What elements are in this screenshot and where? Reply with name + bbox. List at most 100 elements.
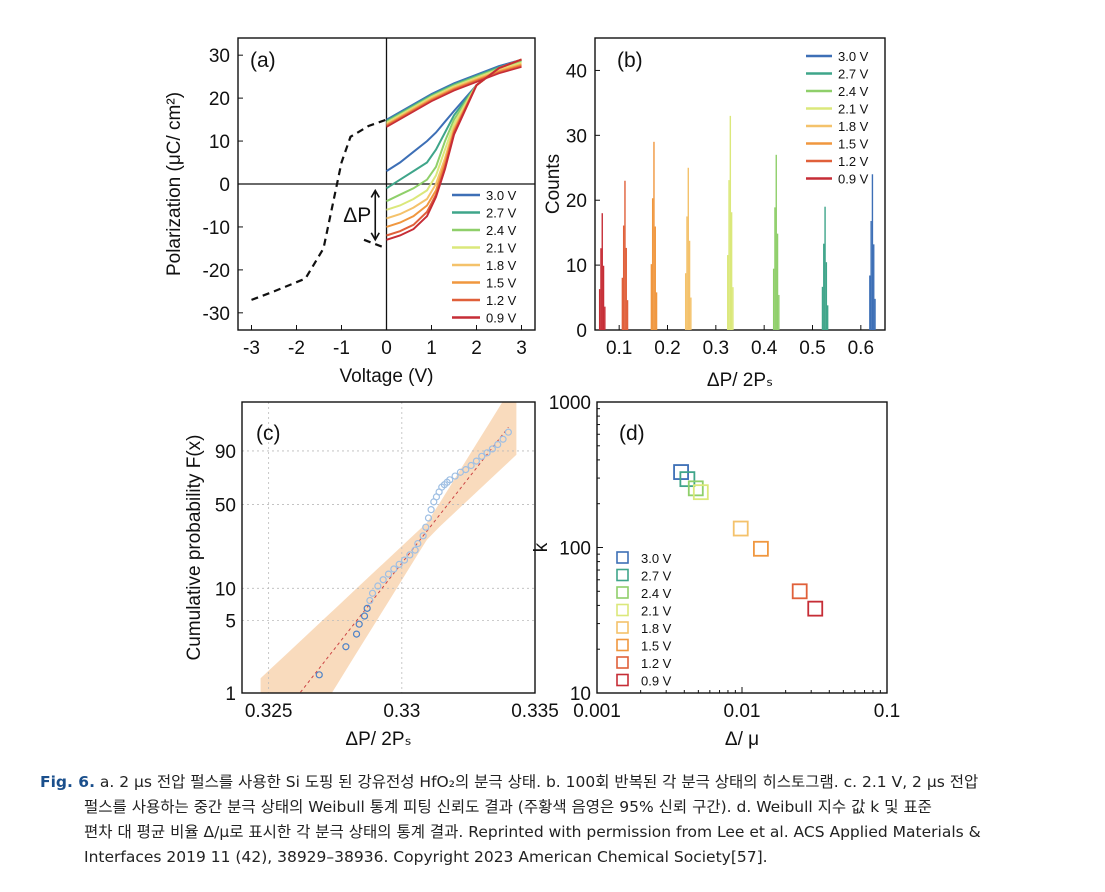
panel-b-bar-4 — [729, 115, 732, 330]
panel-a-ytick-label: -10 — [203, 218, 230, 239]
panel-d-xlabel: Δ/ μ — [725, 729, 759, 750]
panel-b-bar-2 — [826, 305, 829, 330]
panel-a-legend-label: 1.5 V — [486, 276, 517, 291]
panel-b-bar-1 — [869, 275, 871, 330]
panel-b-bar-8 — [604, 306, 606, 330]
panel-a-ytick-label: 0 — [219, 175, 230, 196]
panel-b-bar-8 — [602, 265, 605, 330]
panel-b-legend-label: 0.9 V — [838, 172, 869, 187]
panel-d-legend-swatch — [616, 551, 629, 564]
panel-c-xtick-label: 0.335 — [511, 701, 559, 722]
panel-d-xtick-label: 0.01 — [724, 701, 761, 722]
caption-line-3: 편차 대 평균 비율 Δ/μ로 표시한 각 분극 상태의 통계 결과. Repr… — [84, 823, 981, 841]
panel-b-bar-4 — [732, 287, 734, 330]
panel-b-bar-7 — [626, 300, 629, 330]
panel-d-legend-label: 2.4 V — [641, 586, 672, 601]
panel-d-legend-swatch — [616, 673, 629, 687]
panel-b-legend-label: 2.1 V — [838, 102, 869, 117]
panel-c-point — [499, 435, 507, 443]
panel-a-upper-branch-1 — [386, 58, 522, 121]
panel-d-ytick-label: 100 — [559, 539, 591, 560]
panel-b-xtick-label: 0.3 — [703, 338, 729, 359]
panel-a-deltap-arrowhead-top — [370, 188, 380, 198]
panel-b-bar-2 — [825, 262, 828, 330]
panel-b-xtick-label: 0.5 — [799, 338, 825, 359]
panel-d-marker-7 — [791, 583, 808, 600]
panel-b-legend-label: 2.4 V — [838, 84, 869, 99]
caption-line-2: 펄스를 사용하는 중간 분극 상태의 Weibull 통계 피팅 신뢰도 결과 … — [84, 798, 932, 816]
panel-b-bar-7 — [622, 225, 625, 330]
panel-a-deltap-arrowhead-bottom — [370, 232, 380, 242]
panel-b-ytick-label: 10 — [566, 256, 587, 277]
panel-b-xtick-label: 0.1 — [606, 338, 632, 359]
panel-b-bar-3 — [775, 154, 777, 330]
panel-c-point — [451, 472, 459, 480]
panel-b-bar-8 — [598, 289, 601, 330]
panel-b-ytick-label: 0 — [576, 321, 587, 342]
panel-c-point — [384, 570, 393, 578]
panel-d-ytick-label: 1000 — [549, 393, 591, 414]
panel-b-bar-4 — [727, 255, 729, 330]
panel-d-legend-swatch — [616, 568, 629, 582]
panel-a-xtick-label: -2 — [288, 338, 305, 359]
caption-line-1: a. 2 μs 전압 펄스를 사용한 Si 도핑 된 강유전성 HfO₂의 분극… — [94, 773, 979, 791]
panel-c-xtick-label: 0.325 — [245, 701, 293, 722]
panel-d-legend-swatch — [616, 656, 629, 669]
panel-b-bar-2 — [823, 243, 825, 330]
panel-c-point — [400, 556, 409, 564]
panel-c-point — [422, 523, 430, 531]
panel-d-legend-label: 2.1 V — [641, 604, 672, 619]
panel-b-xtick-label: 0.2 — [654, 338, 680, 359]
figure-caption: Fig. 6. a. 2 μs 전압 펄스를 사용한 Si 도핑 된 강유전성 … — [40, 770, 1080, 870]
panel-b-ylabel: Counts — [543, 154, 564, 214]
panel-a-ytick-label: -20 — [203, 261, 230, 282]
panel-d-legend-label: 2.7 V — [641, 569, 672, 584]
panel-a-dashed-return — [363, 238, 387, 250]
panel-b-legend-label: 2.7 V — [838, 67, 869, 82]
panel-c-point — [352, 630, 361, 638]
panel-c-point — [483, 449, 491, 457]
panel-b-legend-label: 1.8 V — [838, 119, 869, 134]
panel-d-legend-label: 0.9 V — [641, 674, 672, 689]
panel-a-ytick-label: 20 — [209, 89, 230, 110]
panel-c-point — [446, 476, 454, 484]
panel-c-point — [342, 643, 350, 651]
panel-d-legend-swatch — [616, 638, 629, 652]
panel-b-ytick-label: 40 — [566, 61, 587, 82]
panel-a-label: (a) — [250, 49, 276, 72]
panel-b-bar-6 — [655, 292, 658, 330]
panel-a-legend-label: 0.9 V — [486, 311, 517, 326]
panel-a-xtick-label: 3 — [516, 338, 527, 359]
panel-d-legend-swatch — [616, 621, 629, 634]
panel-d-ylabel: k — [531, 542, 552, 552]
panel-b-bar-6 — [654, 226, 656, 330]
panel-d-marker-2 — [679, 471, 696, 488]
panel-d-legend-label: 3.0 V — [641, 551, 672, 566]
panel-c-ytick-label: 90 — [215, 442, 236, 463]
panel-b-bar-8 — [601, 213, 603, 330]
panel-b-frame — [594, 37, 886, 331]
panel-b-bar-5 — [688, 240, 691, 330]
panel-b-xtick-label: 0.6 — [848, 338, 874, 359]
panel-d-ytick-label: 10 — [570, 684, 591, 705]
panel-c-fit-line — [299, 427, 509, 693]
panel-d-marker-4 — [692, 484, 709, 501]
panel-b-bar-1 — [871, 174, 874, 330]
panel-c-point — [395, 560, 403, 568]
panel-a-xtick-label: -3 — [243, 338, 260, 359]
panel-a-ytick-label: -30 — [203, 304, 230, 325]
panel-a-xlabel: Voltage (V) — [340, 366, 434, 387]
panel-a-legend-label: 3.0 V — [486, 188, 517, 203]
panel-a-xtick-label: 1 — [426, 338, 437, 359]
panel-b-bar-7 — [624, 180, 626, 330]
panel-b-bar-8 — [600, 248, 602, 330]
panel-a-ytick-label: 10 — [209, 132, 230, 153]
panel-a-upper-branch-7 — [386, 65, 522, 127]
panel-c-ytick-label: 5 — [225, 611, 236, 632]
panel-c-ytick-label: 1 — [225, 684, 236, 705]
panel-b-legend-label: 3.0 V — [838, 49, 869, 64]
panel-a-xtick-label: -1 — [333, 338, 350, 359]
panel-a-upper-branch-2 — [386, 59, 522, 122]
panel-c-ylabel: Cumulative probability F(x) — [184, 435, 205, 661]
panel-c-label: (c) — [256, 422, 281, 445]
